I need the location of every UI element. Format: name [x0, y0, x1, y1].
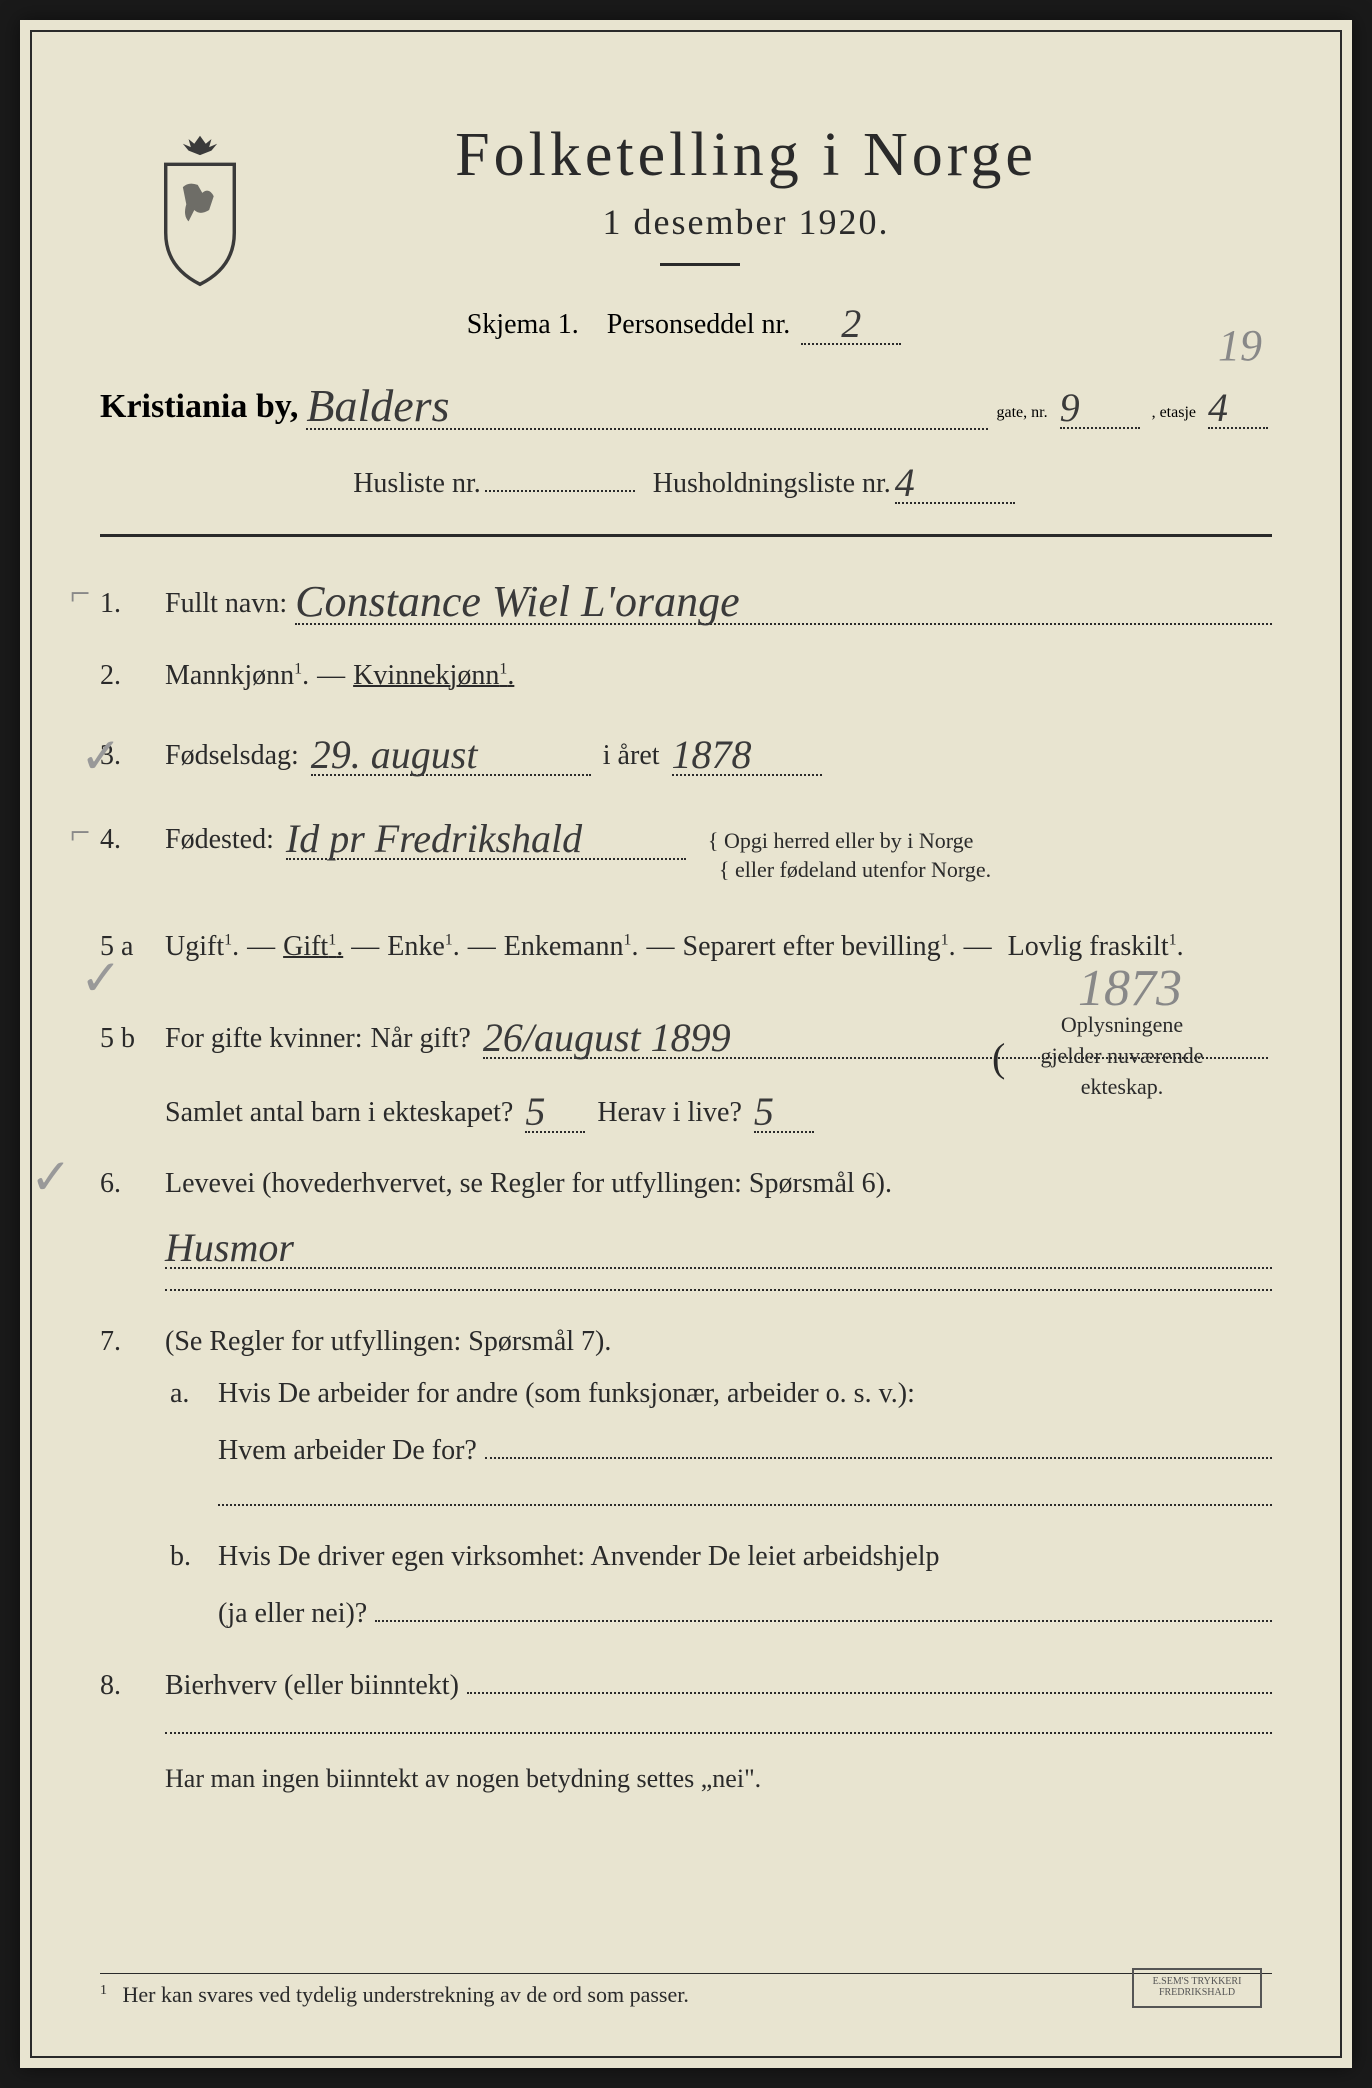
check-mark-3: ✓ — [80, 727, 122, 785]
q1-label: Fullt navn: — [165, 588, 287, 620]
q3-label: Fødselsdag: — [165, 740, 299, 772]
q6-label: Levevei (hovederhvervet, se Regler for u… — [165, 1168, 892, 1200]
q3-year-label: i året — [603, 740, 660, 772]
form-title: Folketelling i Norge — [220, 120, 1272, 191]
question-4: ⌐ 4. Fødested: Id pr Fredrikshald { Opgi… — [100, 811, 1272, 884]
q5a-opt3: Enke1. — [387, 919, 460, 975]
q5a-opt2: Gift1. — [283, 919, 343, 975]
q8-label: Bierhverv (eller biinntekt) — [165, 1670, 459, 1702]
skjema-label: Skjema 1. — [467, 309, 579, 340]
q7b-letter: b. — [170, 1541, 210, 1573]
form-header: Folketelling i Norge 1 desember 1920. — [100, 120, 1272, 266]
q7a-letter: a. — [170, 1378, 210, 1410]
q4-note: { Opgi herred eller by i Norge { eller f… — [708, 827, 991, 884]
q5b-label4: Herav i live? — [597, 1097, 742, 1129]
margin-note-topright: 19 — [1218, 320, 1262, 371]
q5a-opt5: Separert efter bevilling1. — [683, 919, 956, 975]
margin-mark-4: ⌐ — [70, 811, 90, 853]
gate-nr: 9 — [1060, 385, 1080, 430]
question-1: ⌐ 1. Fullt navn: Constance Wiel L'orange — [100, 572, 1272, 625]
question-5a: ✓ 5 a Ugift1. — Gift1. — Enke1. — Enkema… — [100, 919, 1272, 975]
personseddel-label: Personseddel nr. — [607, 309, 791, 340]
q7-label: (Se Regler for utfyllingen: Spørsmål 7). — [165, 1326, 611, 1358]
personseddel-nr: 2 — [841, 301, 861, 346]
q6-num: 6. — [100, 1168, 150, 1200]
q6-value: Husmor — [165, 1225, 294, 1270]
question-2: 2. Mannkjønn1. — Kvinnekjønn1. — [100, 660, 1272, 692]
question-6: 6. Levevei (hovederhvervet, se Regler fo… — [100, 1168, 1272, 1291]
q2-num: 2. — [100, 660, 150, 692]
q1-value: Constance Wiel L'orange — [295, 577, 740, 626]
q4-value: Id pr Fredrikshald — [286, 816, 582, 861]
address-line: Kristiania by, Balders gate, nr. 9 , eta… — [100, 375, 1272, 430]
question-8: 8. Bierhverv (eller biinntekt) Har man i… — [100, 1670, 1272, 1794]
footnote: 1 Her kan svares ved tydelig understrekn… — [100, 1973, 1272, 2008]
street-name: Balders — [306, 380, 449, 431]
q5b-num: 5 b — [100, 1023, 150, 1055]
question-7: 7. (Se Regler for utfyllingen: Spørsmål … — [100, 1326, 1272, 1358]
husliste-line: Husliste nr. Husholdningsliste nr. 4 — [100, 455, 1272, 504]
husholdning-nr: 4 — [895, 460, 915, 505]
check-mark-5: ✓ — [80, 949, 122, 1007]
form-date: 1 desember 1920. — [220, 201, 1272, 243]
question-7a: a. Hvis De arbeider for andre (som funks… — [170, 1378, 1272, 1506]
etasje-label: , etasje — [1152, 404, 1196, 422]
q5b-children-total: 5 — [525, 1089, 545, 1134]
q5b-label2: Når gift? — [371, 1023, 471, 1055]
husliste-label: Husliste nr. — [353, 468, 481, 500]
q5b-marriage-date: 26/august 1899 — [483, 1015, 731, 1060]
census-form-page: Folketelling i Norge 1 desember 1920. 19… — [20, 20, 1352, 2068]
footnote-num: 1 — [100, 1983, 107, 1998]
question-7b: b. Hvis De driver egen virksomhet: Anven… — [170, 1541, 1272, 1630]
title-divider — [660, 263, 740, 266]
footnote-text: Her kan svares ved tydelig understreknin… — [123, 1982, 689, 2007]
q5b-label1: For gifte kvinner: — [165, 1023, 363, 1055]
coat-of-arms-icon — [140, 130, 260, 290]
q1-num: 1. — [100, 588, 150, 620]
margin-mark-1: ⌐ — [70, 572, 90, 614]
etasje-nr: 4 — [1208, 385, 1228, 430]
q2-opt2: Kvinnekjønn1. — [353, 660, 514, 692]
q7b-text2: (ja eller nei)? — [218, 1598, 367, 1630]
q3-year: 1878 — [672, 732, 752, 777]
q7b-text1: Hvis De driver egen virksomhet: Anvender… — [218, 1541, 940, 1573]
husholdning-label: Husholdningsliste nr. — [653, 468, 891, 500]
q5b-children-alive: 5 — [754, 1089, 774, 1134]
q5a-opt4: Enkemann1. — [504, 919, 639, 975]
q3-day-month: 29. august — [311, 732, 478, 777]
city-label: Kristiania by, — [100, 388, 298, 426]
gate-label: gate, nr. — [996, 404, 1047, 422]
q8-num: 8. — [100, 1670, 150, 1702]
q4-label: Fødested: — [165, 824, 274, 856]
q2-opt1: Mannkjønn1. — [165, 660, 309, 692]
check-mark-6: ✓ — [30, 1148, 72, 1206]
printer-stamp: E.SEM'S TRYKKERIFREDRIKSHALD — [1132, 1968, 1262, 2008]
question-5b: 5 b For gifte kvinner: Når gift? 26/augu… — [100, 1010, 1272, 1133]
q5b-side-note: ( Oplysningene gjelder nuværende ekteska… — [1012, 1010, 1232, 1102]
q7a-text1: Hvis De arbeider for andre (som funksjon… — [218, 1378, 915, 1410]
main-divider — [100, 534, 1272, 537]
schema-line: Skjema 1. Personseddel nr. 2 — [100, 296, 1272, 345]
q7a-text2: Hvem arbeider De for? — [218, 1435, 477, 1467]
question-3: ✓ 3. Fødselsdag: 29. august i året 1878 — [100, 727, 1272, 776]
q4-num: 4. — [100, 824, 150, 856]
q8-note: Har man ingen biinntekt av nogen betydni… — [165, 1764, 761, 1794]
q7-num: 7. — [100, 1326, 150, 1358]
q5b-label3: Samlet antal barn i ekteskapet? — [165, 1097, 513, 1129]
q5a-opt1: Ugift1. — [165, 919, 239, 975]
